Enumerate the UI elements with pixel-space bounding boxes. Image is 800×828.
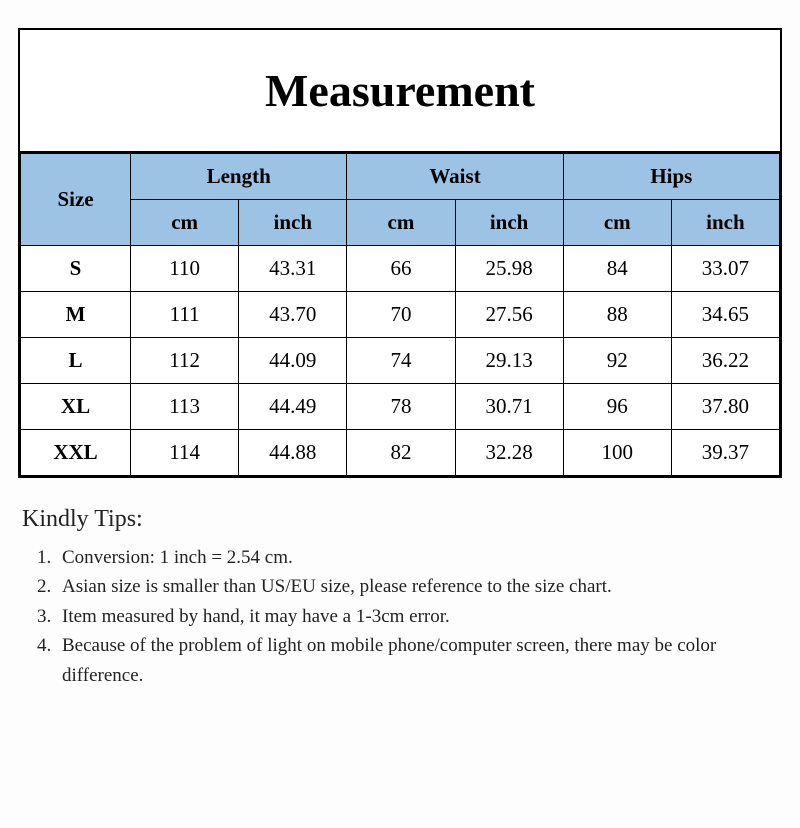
header-row-groups: Size Length Waist Hips	[21, 154, 780, 200]
table-row: XXL 114 44.88 82 32.28 100 39.37	[21, 430, 780, 476]
data-cell: 39.37	[671, 430, 779, 476]
data-cell: 70	[347, 292, 455, 338]
data-cell: 43.70	[239, 292, 347, 338]
size-cell: XXL	[21, 430, 131, 476]
data-cell: 113	[131, 384, 239, 430]
data-cell: 43.31	[239, 246, 347, 292]
header-waist: Waist	[347, 154, 563, 200]
tips-item: Item measured by hand, it may have a 1-3…	[56, 602, 778, 631]
unit-cm: cm	[347, 200, 455, 246]
header-hips: Hips	[563, 154, 779, 200]
header-row-units: cm inch cm inch cm inch	[21, 200, 780, 246]
data-cell: 111	[131, 292, 239, 338]
table-row: XL 113 44.49 78 30.71 96 37.80	[21, 384, 780, 430]
size-cell: M	[21, 292, 131, 338]
size-cell: L	[21, 338, 131, 384]
data-cell: 32.28	[455, 430, 563, 476]
data-cell: 96	[563, 384, 671, 430]
data-cell: 88	[563, 292, 671, 338]
title: Measurement	[20, 30, 780, 153]
size-chart-table: Size Length Waist Hips cm inch cm inch c…	[20, 153, 780, 476]
data-cell: 110	[131, 246, 239, 292]
data-cell: 27.56	[455, 292, 563, 338]
data-cell: 100	[563, 430, 671, 476]
data-cell: 78	[347, 384, 455, 430]
header-size: Size	[21, 154, 131, 246]
unit-cm: cm	[131, 200, 239, 246]
data-cell: 44.49	[239, 384, 347, 430]
table-row: M 111 43.70 70 27.56 88 34.65	[21, 292, 780, 338]
tips-section: Kindly Tips: Conversion: 1 inch = 2.54 c…	[22, 506, 778, 690]
data-cell: 112	[131, 338, 239, 384]
measurement-card: Measurement Size Length Waist Hips cm in…	[18, 28, 782, 478]
tips-title: Kindly Tips:	[22, 506, 778, 533]
header-length: Length	[131, 154, 347, 200]
data-cell: 44.09	[239, 338, 347, 384]
data-cell: 34.65	[671, 292, 779, 338]
data-cell: 74	[347, 338, 455, 384]
data-cell: 92	[563, 338, 671, 384]
data-cell: 33.07	[671, 246, 779, 292]
data-cell: 30.71	[455, 384, 563, 430]
size-cell: XL	[21, 384, 131, 430]
data-cell: 66	[347, 246, 455, 292]
data-cell: 25.98	[455, 246, 563, 292]
tips-item: Conversion: 1 inch = 2.54 cm.	[56, 543, 778, 572]
size-cell: S	[21, 246, 131, 292]
tips-list: Conversion: 1 inch = 2.54 cm. Asian size…	[22, 543, 778, 690]
size-chart-body: S 110 43.31 66 25.98 84 33.07 M 111 43.7…	[21, 246, 780, 476]
table-row: L 112 44.09 74 29.13 92 36.22	[21, 338, 780, 384]
data-cell: 114	[131, 430, 239, 476]
tips-item: Because of the problem of light on mobil…	[56, 631, 778, 690]
data-cell: 82	[347, 430, 455, 476]
tips-item: Asian size is smaller than US/EU size, p…	[56, 572, 778, 601]
data-cell: 36.22	[671, 338, 779, 384]
data-cell: 84	[563, 246, 671, 292]
table-row: S 110 43.31 66 25.98 84 33.07	[21, 246, 780, 292]
unit-inch: inch	[671, 200, 779, 246]
unit-inch: inch	[239, 200, 347, 246]
data-cell: 29.13	[455, 338, 563, 384]
unit-inch: inch	[455, 200, 563, 246]
data-cell: 37.80	[671, 384, 779, 430]
data-cell: 44.88	[239, 430, 347, 476]
unit-cm: cm	[563, 200, 671, 246]
